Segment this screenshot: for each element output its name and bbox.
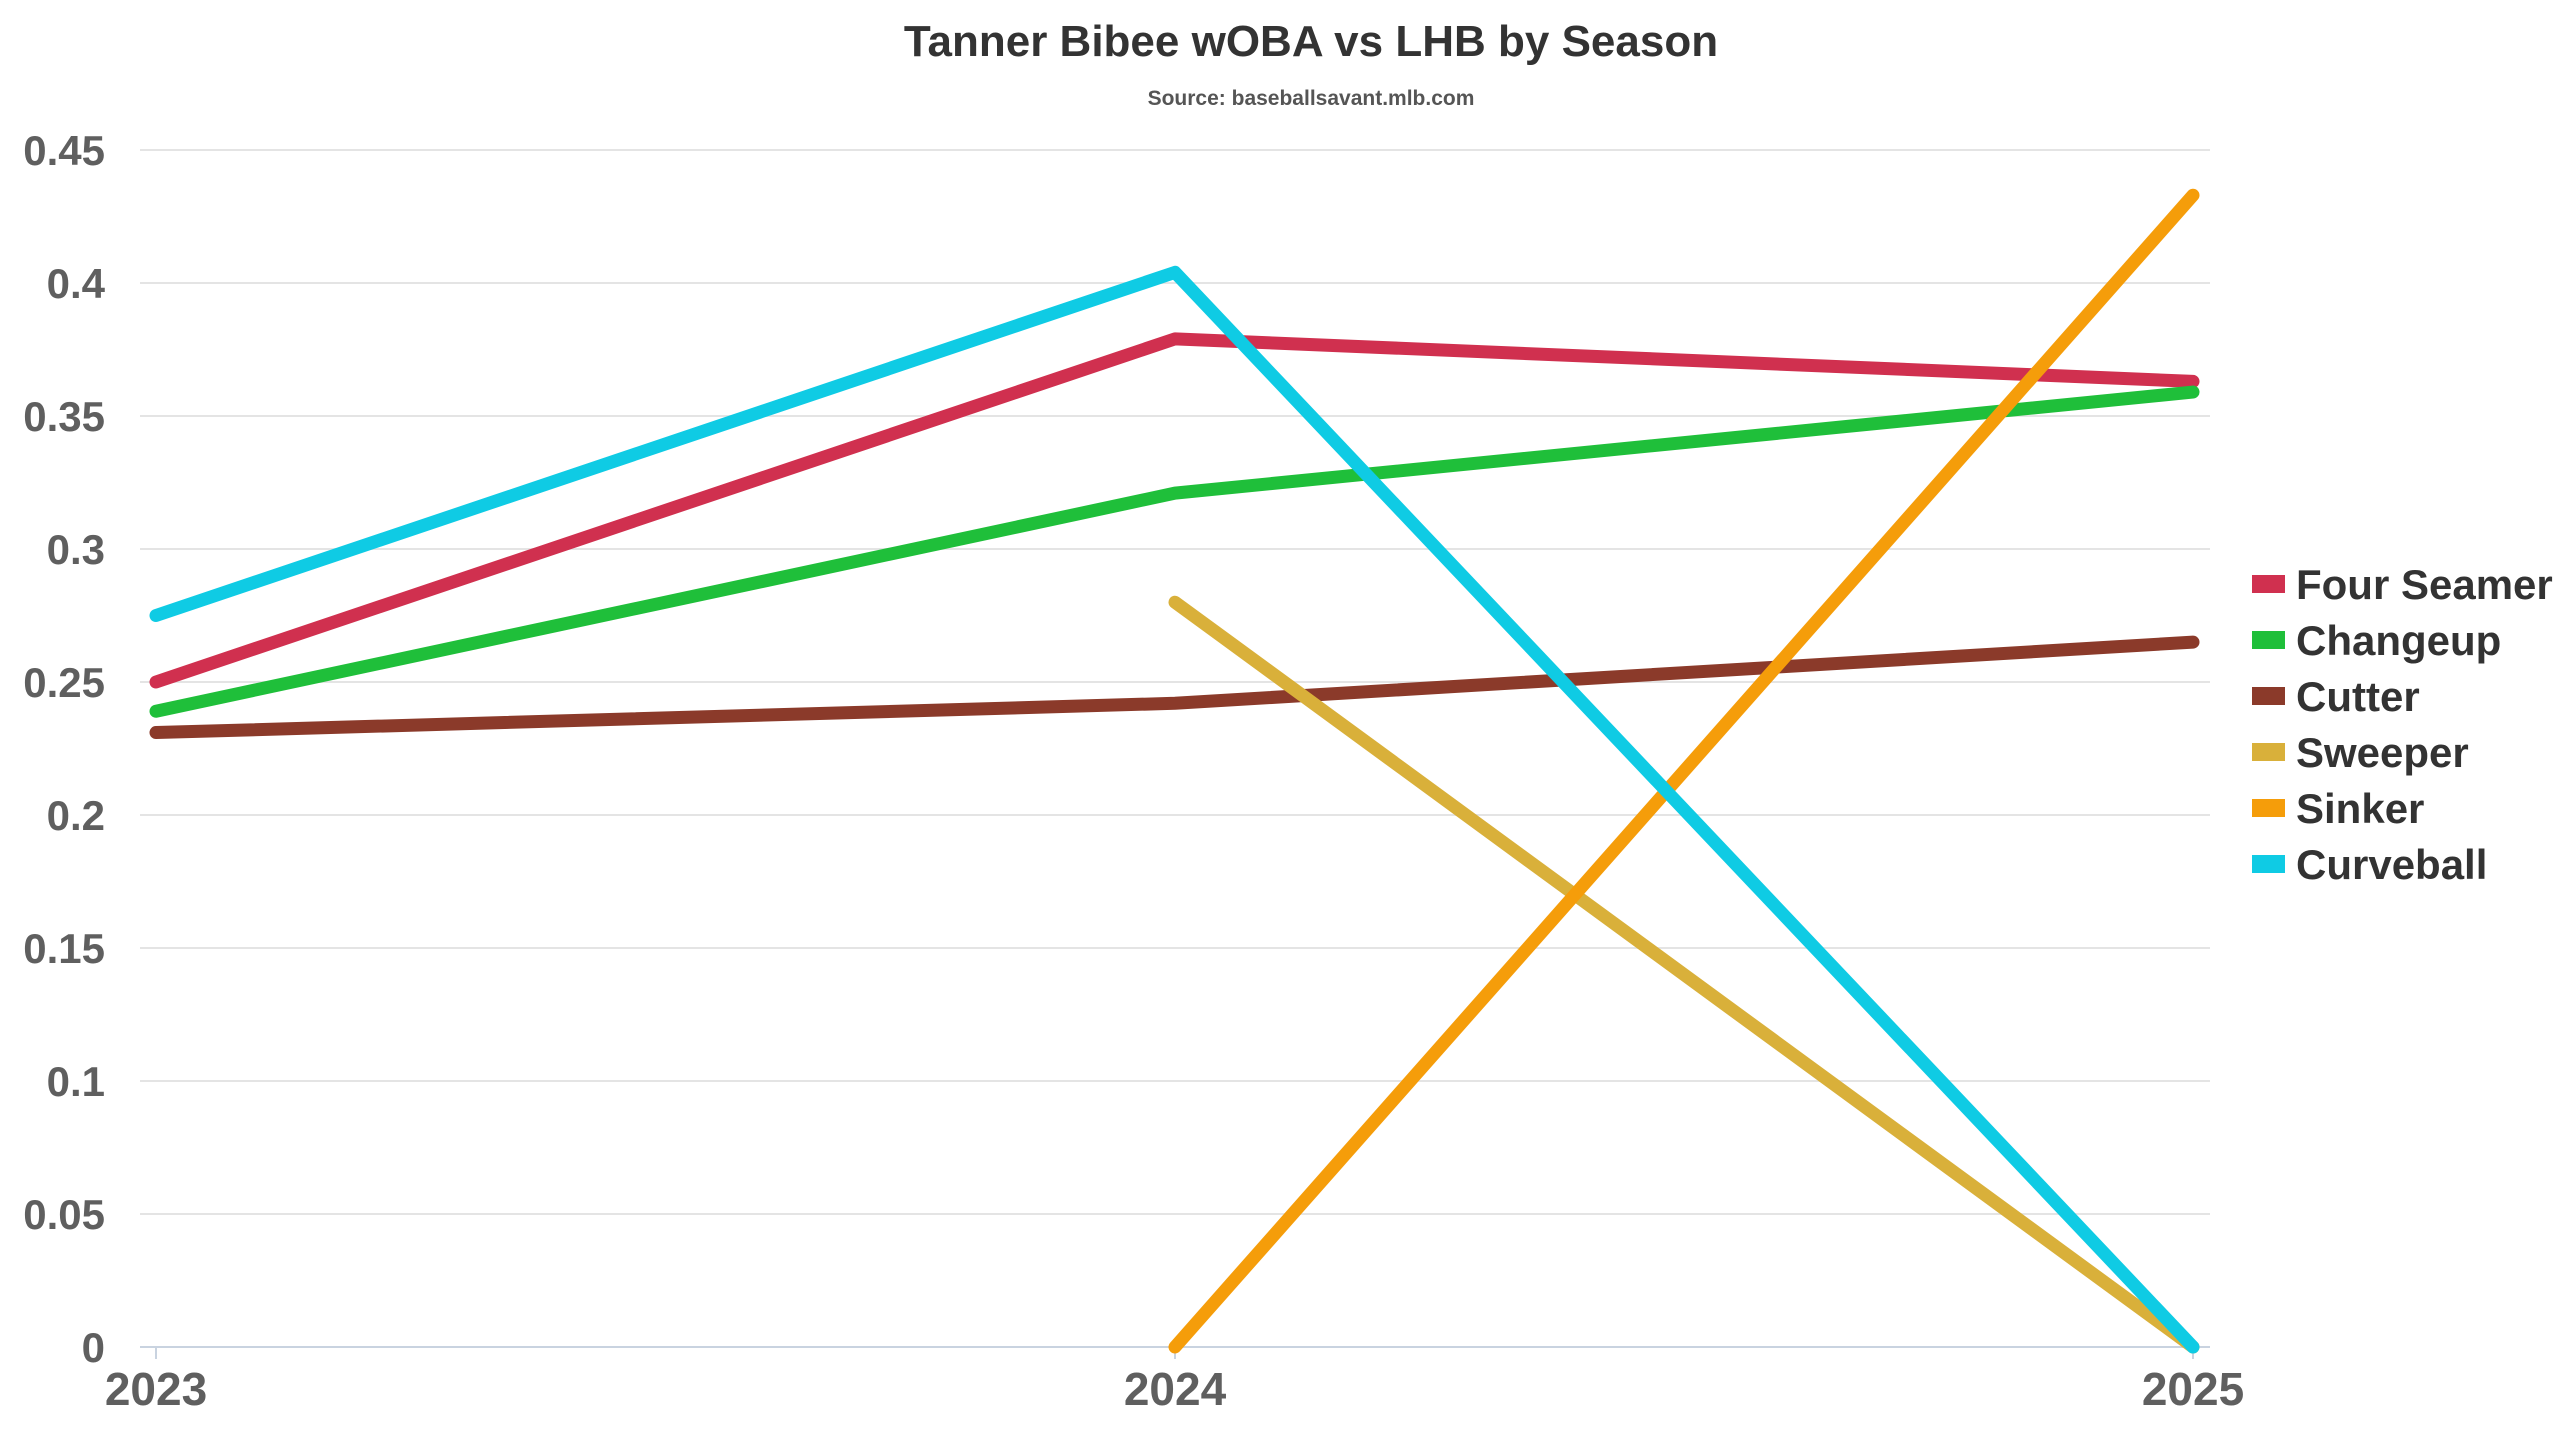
legend: Four Seamer Changeup Cutter Sweeper Sinker Cu… — [2252, 561, 2553, 888]
y-tick-label: 0.05 — [23, 1191, 105, 1238]
y-tick-label: 0.2 — [47, 792, 105, 839]
series-line-four-seamer — [149, 332, 2200, 689]
y-axis-ticks: 0 0.05 0.1 0.15 0.2 0.25 0.3 0.35 0.4 0.45 — [23, 127, 105, 1371]
series-line-changeup — [149, 385, 2200, 718]
legend-label: Cutter — [2296, 673, 2420, 720]
y-tick-label: 0 — [82, 1324, 105, 1371]
legend-swatch — [2252, 743, 2285, 761]
legend-swatch — [2252, 799, 2285, 817]
y-tick-label: 0.45 — [23, 127, 105, 174]
chart-title: Tanner Bibee wOBA vs LHB by Season — [904, 17, 1718, 66]
y-tick-label: 0.25 — [23, 659, 105, 706]
legend-swatch — [2252, 631, 2285, 649]
legend-label: Four Seamer — [2296, 561, 2553, 608]
y-tick-label: 0.35 — [23, 393, 105, 440]
y-tick-label: 0.1 — [47, 1058, 105, 1105]
x-tick-label: 2023 — [105, 1363, 207, 1415]
chart-subtitle: Source: baseballsavant.mlb.com — [1148, 87, 1475, 110]
gridlines — [140, 149, 2210, 1215]
y-tick-label: 0.3 — [47, 526, 105, 573]
legend-swatch — [2252, 855, 2285, 873]
legend-label: Sweeper — [2296, 729, 2469, 776]
y-tick-label: 0.15 — [23, 925, 105, 972]
legend-swatch — [2252, 575, 2285, 593]
series-line-sweeper — [1168, 595, 2200, 1354]
series-lines — [149, 188, 2200, 1354]
x-tick-label: 2025 — [2142, 1363, 2244, 1415]
series-line-curveball — [149, 265, 2200, 1354]
legend-label: Sinker — [2296, 785, 2424, 832]
series-line-sinker — [1168, 188, 2200, 1354]
legend-swatch — [2252, 687, 2285, 705]
series-line-cutter — [149, 635, 2200, 740]
x-axis-ticks: 2023 2024 2025 — [105, 1347, 2244, 1415]
y-tick-label: 0.4 — [47, 260, 106, 307]
legend-label: Curveball — [2296, 841, 2487, 888]
x-tick-label: 2024 — [1124, 1363, 1227, 1415]
legend-label: Changeup — [2296, 617, 2501, 664]
